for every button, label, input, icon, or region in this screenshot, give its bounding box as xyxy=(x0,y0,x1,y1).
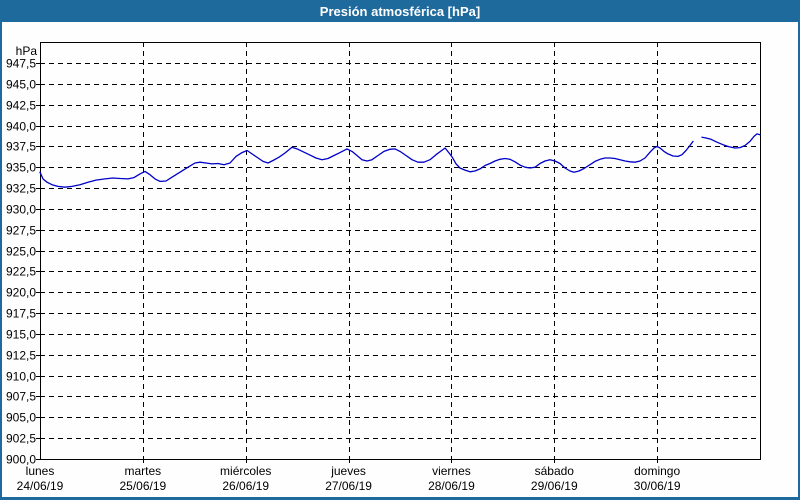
y-tick-label: 925,0 xyxy=(6,245,36,259)
y-tick-label: 930,0 xyxy=(6,203,36,217)
y-tick-label: 947,5 xyxy=(6,57,36,71)
y-axis-unit-label: hPa xyxy=(16,44,38,58)
y-tick-label: 905,0 xyxy=(6,411,36,425)
y-tick-label: 922,5 xyxy=(6,265,36,279)
x-day-label: lunes xyxy=(26,464,55,478)
y-tick-label: 917,5 xyxy=(6,307,36,321)
x-date-label: 29/06/19 xyxy=(531,479,578,493)
x-day-label: jueves xyxy=(330,464,366,478)
x-date-label: 25/06/19 xyxy=(119,479,166,493)
y-tick-label: 927,5 xyxy=(6,224,36,238)
y-tick-label: 937,5 xyxy=(6,140,36,154)
y-tick-label: 902,5 xyxy=(6,432,36,446)
y-tick-label: 900,0 xyxy=(6,453,36,467)
y-tick-label: 932,5 xyxy=(6,182,36,196)
plot-border xyxy=(40,42,761,460)
y-tick-label: 915,0 xyxy=(6,328,36,342)
y-tick-label: 940,0 xyxy=(6,120,36,134)
x-date-label: 28/06/19 xyxy=(428,479,475,493)
title-bar: Presión atmosférica [hPa] xyxy=(0,0,800,22)
x-day-label: viernes xyxy=(432,464,471,478)
y-tick-label: 907,5 xyxy=(6,390,36,404)
y-tick-label: 945,0 xyxy=(6,78,36,92)
x-date-label: 30/06/19 xyxy=(634,479,681,493)
x-day-label: martes xyxy=(125,464,162,478)
y-tick-label: 920,0 xyxy=(6,286,36,300)
y-tick-label: 935,0 xyxy=(6,161,36,175)
x-date-label: 26/06/19 xyxy=(222,479,269,493)
window-title: Presión atmosférica [hPa] xyxy=(319,4,481,19)
x-day-label: miércoles xyxy=(220,464,271,478)
x-day-label: sábado xyxy=(535,464,575,478)
y-tick-label: 942,5 xyxy=(6,99,36,113)
x-date-label: 27/06/19 xyxy=(325,479,372,493)
x-day-label: domingo xyxy=(634,464,680,478)
x-date-label: 24/06/19 xyxy=(17,479,64,493)
y-tick-label: 912,5 xyxy=(6,349,36,363)
y-tick-label: 910,0 xyxy=(6,370,36,384)
pressure-line xyxy=(39,140,694,188)
pressure-line xyxy=(701,133,761,149)
